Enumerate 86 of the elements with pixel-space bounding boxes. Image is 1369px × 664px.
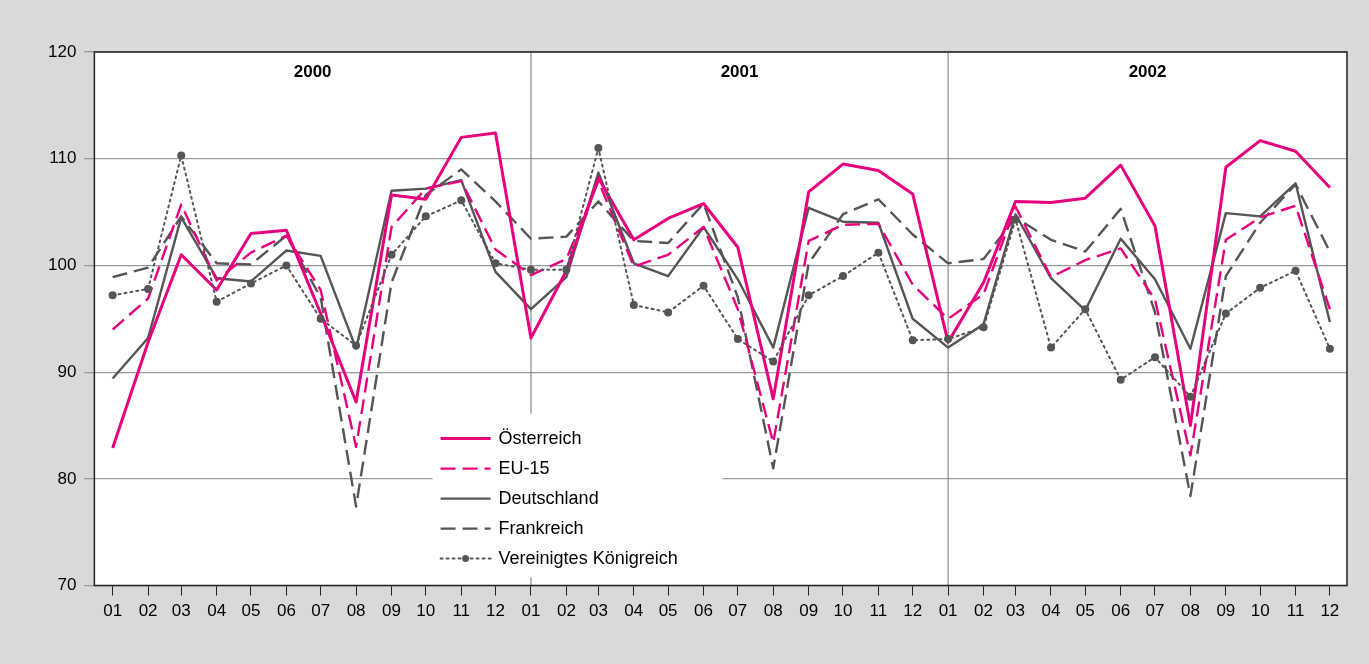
x-tick-label: 03 [588, 601, 608, 621]
point [1150, 353, 1159, 362]
point [1186, 392, 1195, 401]
x-tick-label: 02 [974, 601, 994, 621]
y-tick-label: 100 [47, 255, 77, 275]
x-tick-label: 11 [1286, 601, 1305, 621]
x-tick-label: 05 [658, 601, 678, 621]
x-tick-label: 01 [521, 601, 541, 621]
point [282, 261, 291, 270]
point [526, 265, 535, 274]
point [664, 308, 673, 317]
annotation: 2002 [1128, 61, 1167, 81]
x-tick-label: 01 [938, 601, 958, 621]
point [629, 300, 638, 309]
x-tick-label: 07 [1145, 601, 1165, 621]
x-tick-label: 09 [382, 601, 401, 621]
point [352, 341, 361, 350]
point [1011, 215, 1020, 224]
point [944, 335, 953, 344]
legend-label: Vereinigtes Königreich [498, 547, 678, 568]
x-tick-label: 02 [556, 601, 576, 621]
x-tick-label: 07 [311, 601, 331, 621]
point [979, 323, 988, 332]
point [699, 281, 708, 290]
x-tick-label: 08 [763, 601, 783, 621]
x-tick-label: 08 [1180, 601, 1200, 621]
point [1291, 266, 1300, 275]
x-tick-label: 03 [1006, 601, 1026, 621]
point [769, 357, 778, 366]
point [908, 336, 917, 345]
point [804, 291, 813, 300]
x-tick-label: 10 [1250, 601, 1270, 621]
point [594, 144, 603, 153]
point [1256, 283, 1265, 292]
x-tick-label: 06 [1111, 601, 1131, 621]
point [457, 196, 466, 205]
point [316, 314, 325, 323]
y-tick-label: 120 [47, 41, 77, 61]
x-tick-label: 08 [346, 601, 366, 621]
y-tick-label: 80 [57, 468, 77, 488]
x-tick-label: 09 [799, 601, 819, 621]
x-tick-label: 06 [276, 601, 296, 621]
point [1325, 344, 1334, 353]
x-tick-label: 05 [1075, 601, 1095, 621]
point [144, 284, 153, 293]
legend-label: Frankreich [498, 517, 584, 538]
x-tick-label: 10 [416, 601, 436, 621]
x-tick-label: 03 [171, 601, 191, 621]
point [562, 265, 571, 274]
point [1116, 375, 1125, 384]
y-tick-label: 90 [57, 361, 77, 381]
x-tick-label: 07 [728, 601, 748, 621]
x-tick-label: 02 [138, 601, 158, 621]
point [108, 291, 117, 300]
x-tick-label: 05 [241, 601, 261, 621]
x-tick-label: 04 [624, 601, 644, 621]
y-tick-label: 110 [49, 148, 77, 168]
point [838, 272, 847, 281]
point [421, 212, 430, 221]
x-tick-label: 11 [869, 601, 888, 621]
x-tick-label: 01 [103, 601, 123, 621]
x-tick-label: 04 [1041, 601, 1061, 621]
y-tick-label: 70 [57, 575, 77, 595]
point [1221, 309, 1230, 318]
x-tick-label: 04 [207, 601, 227, 621]
x-tick-label: 09 [1216, 601, 1236, 621]
x-tick-label: 06 [694, 601, 713, 621]
point [491, 259, 500, 268]
annotation: 2000 [293, 61, 332, 81]
x-tick-label: 10 [833, 601, 853, 621]
x-tick-label: 12 [1320, 601, 1340, 621]
point [212, 297, 221, 306]
point [733, 335, 742, 344]
x-tick-label: 12 [486, 601, 505, 621]
point [177, 151, 186, 160]
point [387, 250, 396, 259]
point [246, 279, 255, 288]
point [1081, 305, 1090, 314]
point [1046, 343, 1055, 352]
point [874, 248, 883, 257]
legend-label: Österreich [498, 427, 582, 448]
x-tick-label: 12 [903, 601, 923, 621]
annotation: 2001 [720, 61, 759, 81]
x-tick-label: 11 [452, 601, 471, 621]
legend-label: Deutschland [498, 487, 599, 508]
legend-label: EU-15 [498, 457, 550, 478]
